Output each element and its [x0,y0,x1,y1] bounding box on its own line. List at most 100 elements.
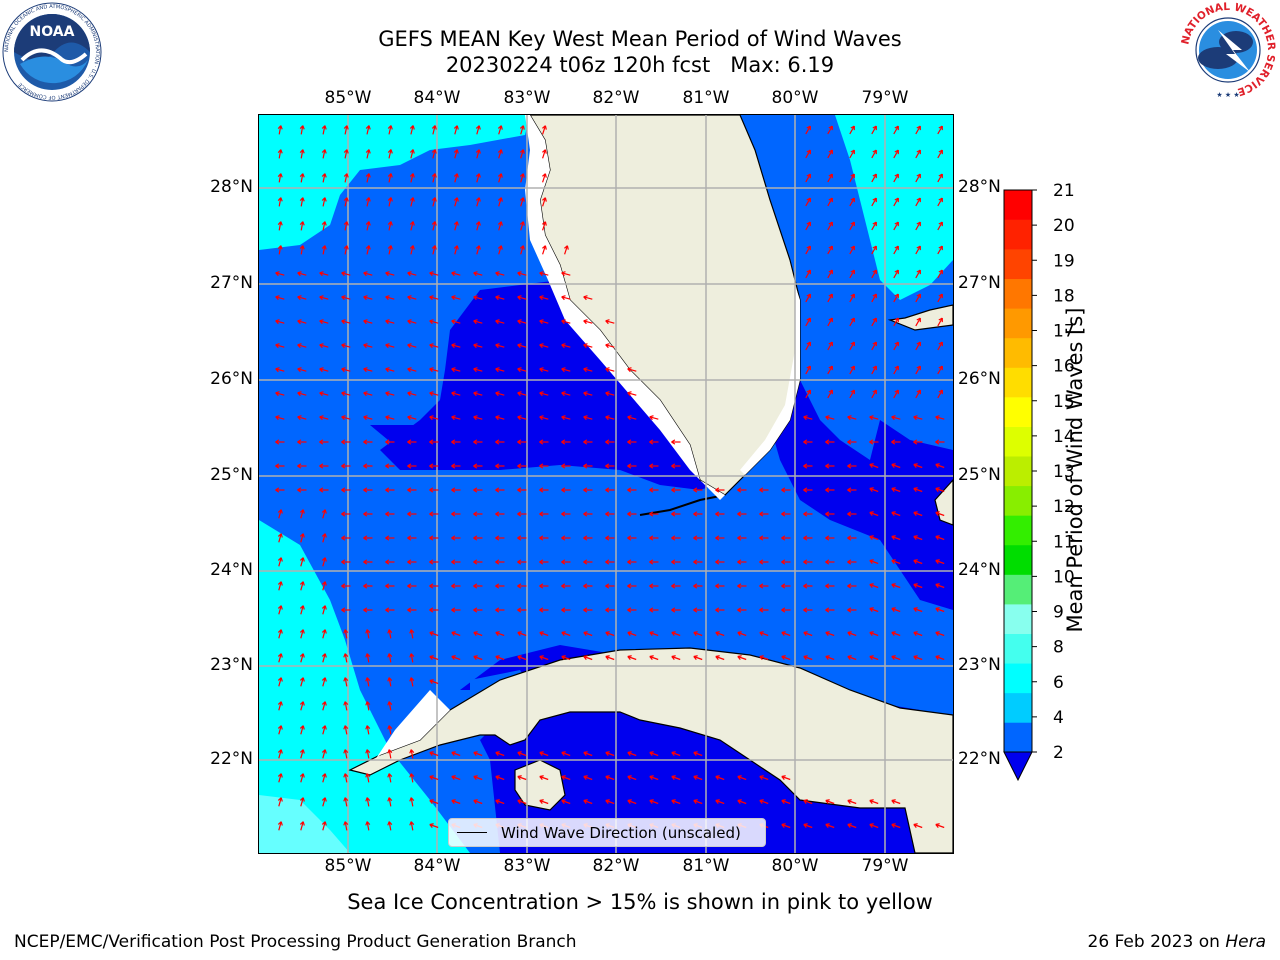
wind-wave-arrow [849,149,855,159]
wind-wave-arrowhead [561,343,566,349]
wind-wave-arrowhead [894,245,899,251]
legend-text: Wind Wave Direction (unscaled) [501,824,741,842]
wind-wave-arrowhead [341,343,346,349]
wind-wave-arrowhead [387,821,393,826]
wind-wave-arrow [344,173,348,183]
wind-wave-arrowhead [473,751,478,756]
wind-wave-arrow [429,296,439,300]
wind-wave-arrow [300,821,304,831]
wind-wave-arrow [715,631,725,637]
wind-wave-arrowhead [894,269,899,275]
wind-wave-arrowhead [781,559,786,565]
wind-wave-arrowhead [583,775,588,780]
wind-wave-arrowhead [693,631,698,636]
wind-wave-arrowhead [297,271,302,277]
wind-wave-arrowhead [319,271,324,277]
colorbar-segment [1004,308,1032,339]
footer-credit: NCEP/EMC/Verification Post Processing Pr… [14,932,577,952]
wind-wave-arrow [913,583,923,589]
wind-wave-arrow [937,365,943,375]
wind-wave-arrowhead [497,125,503,130]
wind-wave-arrowhead [451,487,456,493]
wind-wave-arrow [300,701,304,711]
wind-wave-arrow [388,821,392,831]
wind-wave-arrowhead [649,631,654,636]
wind-wave-arrowhead [539,295,544,301]
wind-wave-arrow [891,631,901,637]
wind-wave-arrow [495,655,505,661]
wind-wave-arrow [429,775,439,781]
wind-wave-arrow [542,197,546,207]
wind-wave-arrow [385,320,395,324]
wind-wave-arrow [539,655,549,661]
wind-wave-arrow [871,173,877,183]
wind-wave-arrowhead [277,749,283,754]
colorbar-segment [1004,397,1032,427]
wind-wave-arrow [627,368,637,372]
wind-wave-arrowhead [407,511,412,517]
wind-wave-arrow [454,125,458,135]
wind-wave-arrow [429,631,439,637]
wind-wave-arrow [561,320,571,324]
wind-wave-arrow [319,416,329,420]
wind-wave-arrowhead [759,535,764,541]
wind-wave-arrowhead [341,295,346,301]
wind-wave-arrowhead [407,319,412,325]
wind-wave-arrowhead [583,367,588,373]
wind-wave-arrow [407,272,417,276]
wind-wave-arrowhead [407,295,412,301]
wind-wave-arrow [915,365,921,375]
wind-wave-arrowhead [539,439,544,445]
colorbar-segment [1004,337,1032,368]
wind-wave-arrowhead [806,197,811,203]
wind-wave-arrowhead [913,463,918,468]
wind-wave-arrow [278,629,282,639]
wind-wave-arrowhead [803,607,808,613]
wind-wave-arrow [915,197,921,207]
wind-wave-arrow [671,799,681,805]
wind-wave-arrow [498,245,502,255]
wind-wave-arrowhead [825,631,830,636]
wind-wave-arrow [388,125,392,135]
wind-wave-arrowhead [277,149,283,154]
wind-wave-arrowhead [495,535,500,541]
wind-wave-arrowhead [319,391,324,397]
wind-wave-arrowhead [277,197,283,202]
wind-wave-arrowhead [321,677,327,682]
wind-wave-arrowhead [938,221,943,227]
wind-wave-arrow [344,677,348,687]
wind-wave-arrowhead [495,607,500,613]
wind-wave-arrowhead [409,149,415,154]
wind-wave-arrowhead [277,677,283,682]
wind-wave-arrowhead [275,367,280,373]
wind-wave-arrowhead [561,391,566,397]
wind-wave-arrow [385,416,395,420]
wind-wave-arrowhead [649,535,654,541]
wind-wave-arrowhead [517,487,522,493]
wind-wave-arrow [322,125,326,135]
wind-wave-arrow [366,245,370,255]
wind-wave-arrowhead [343,173,349,178]
wind-wave-arrowhead [539,751,544,756]
wind-wave-arrow [388,221,392,231]
wind-wave-arrowhead [297,487,302,493]
wind-wave-arrow [388,629,392,639]
wind-wave-arrowhead [517,463,522,469]
wind-wave-arrowhead [277,725,283,730]
wind-wave-arrowhead [938,389,943,395]
wind-wave-arrow [300,557,304,567]
wind-wave-arrow [935,487,945,493]
wind-wave-arrowhead [583,583,588,589]
wind-wave-arrowhead [517,439,522,445]
wind-wave-arrow [869,511,879,517]
wind-wave-arrow [913,487,923,493]
wind-wave-arrowhead [431,125,437,130]
wind-wave-arrowhead [693,607,698,613]
wind-wave-arrow [385,368,395,372]
wind-wave-arrow [322,581,326,591]
wind-wave-arrow [827,221,833,231]
wind-wave-arrowhead [781,631,786,636]
wind-wave-arrowhead [913,439,918,445]
wind-wave-arrow [891,583,901,589]
wind-wave-arrow [278,725,282,735]
